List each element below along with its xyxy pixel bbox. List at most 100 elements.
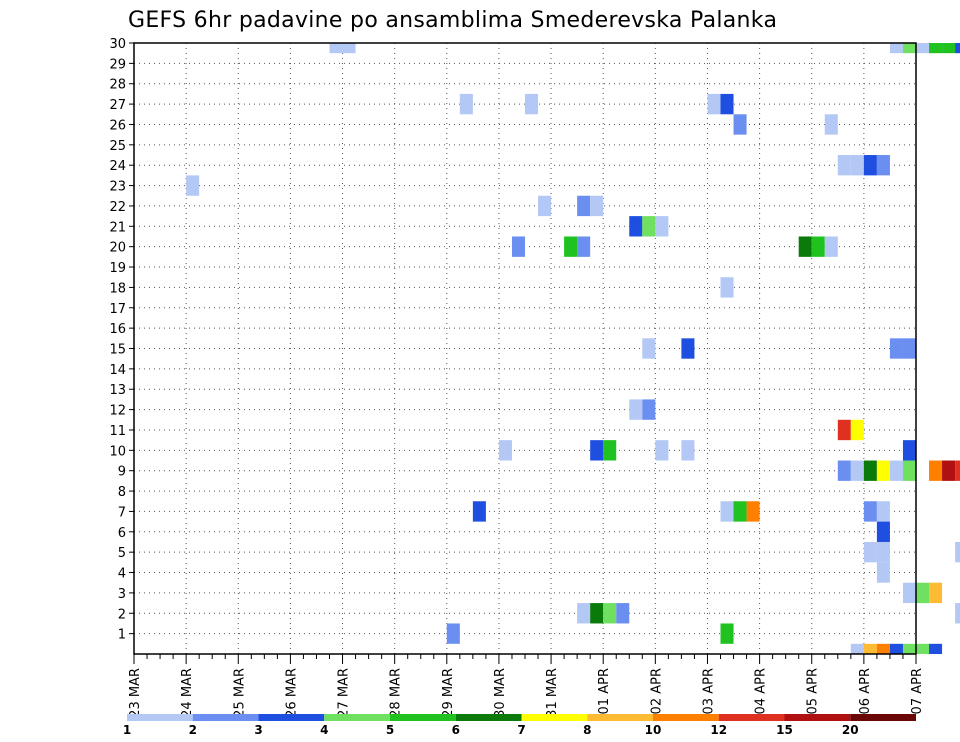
precip-cell [642,399,656,420]
precip-cell [863,541,877,563]
y-tick-label: 14 [109,363,126,378]
precip-cell [720,501,734,522]
precip-cell [876,521,890,542]
precip-cell [929,460,943,481]
precip-cell [655,440,669,461]
colorbar-label: 3 [254,723,262,737]
precip-cell [733,114,747,135]
x-tick-label: 29 MAR [441,668,456,718]
x-tick-label: 31 MAR [545,668,560,718]
precip-cell [590,440,604,461]
colorbar-segment [850,714,916,721]
y-tick-label: 24 [109,159,126,174]
colorbar-segment [390,714,456,721]
colorbar-label: 1 [123,723,131,737]
precip-cell [720,93,734,115]
precip-cell [942,43,956,54]
precip-cell [603,440,617,461]
y-tick-label: 21 [109,220,126,235]
precip-cell [916,643,930,654]
y-tick-label: 13 [109,383,126,398]
precip-cell [850,643,864,654]
y-tick-label: 2 [118,607,126,622]
precip-cell [889,43,903,54]
x-tick-label: 01 APR [597,668,612,714]
colorbar-segment [784,714,851,721]
precip-cell [472,501,486,522]
x-tick-label: 05 APR [806,668,821,714]
y-tick-label: 26 [109,118,126,133]
precip-cell [876,541,890,563]
colorbar-segment [455,714,522,721]
y-tick-label: 12 [109,404,126,419]
y-tick-label: 20 [109,241,126,256]
precip-cell [902,43,916,54]
precip-cell [720,277,734,298]
precip-cell [616,603,630,624]
colorbar-segment [587,714,653,721]
y-tick-label: 18 [109,281,126,296]
y-tick-label: 8 [118,485,126,500]
y-tick-label: 10 [109,444,126,459]
y-tick-label: 19 [109,261,126,276]
x-tick-label: 24 MAR [180,668,195,718]
precip-cell [681,338,695,359]
y-tick-label: 29 [109,57,126,72]
axis-ticks [129,42,917,664]
colorbar-segment [192,714,259,721]
precip-cell [733,501,747,522]
precip-cell [577,195,591,217]
colorbar-label: 12 [710,723,727,737]
precip-cell [603,603,617,624]
precip-cell [876,501,890,522]
precip-cell [863,501,877,522]
y-tick-label: 1 [118,628,126,643]
precip-cell [850,460,864,481]
x-tick-label: 23 MAR [128,668,143,718]
precip-cell [824,114,838,135]
precip-cell [955,603,960,624]
precip-cell [929,43,943,54]
y-tick-label: 4 [118,567,126,582]
precip-cell [902,460,916,481]
x-tick-label: 07 APR [910,668,925,714]
y-tick-label: 27 [109,98,126,113]
precip-cell [955,460,960,481]
y-tick-label: 7 [118,505,126,520]
x-tick-label: 06 APR [858,668,873,714]
precip-cell [955,541,960,563]
precip-cell [329,43,343,54]
precip-cell [837,155,851,176]
colorbar-segment [653,714,719,721]
precip-cell [538,195,552,217]
precip-cell [525,93,539,115]
y-tick-labels: 1234567891011121314151617181920212223242… [109,37,126,643]
precip-cell [863,155,877,176]
x-tick-label: 30 MAR [493,668,508,718]
x-tick-label: 03 APR [701,668,716,714]
precip-cell [629,399,643,420]
precip-cell [889,643,903,654]
precip-cell [942,460,956,481]
precip-cell [916,582,930,604]
colorbar-label: 5 [386,723,394,737]
colorbar-segment [521,714,588,721]
precip-cell [642,338,656,359]
y-tick-label: 15 [109,343,126,358]
x-tick-label: 27 MAR [337,668,352,718]
colorbar-label: 4 [320,723,328,737]
x-tick-label: 04 APR [754,668,769,714]
colorbar-label: 10 [645,723,662,737]
y-tick-label: 6 [118,526,126,541]
precip-cell [889,338,903,359]
precip-cell [850,155,864,176]
y-tick-label: 25 [109,139,126,154]
precip-cell [459,93,473,115]
colorbar-label: 7 [517,723,525,737]
precip-cell [902,643,916,654]
precip-cell [863,643,877,654]
precip-cell [876,155,890,176]
precip-cell [850,419,864,441]
precip-cell [902,440,916,461]
